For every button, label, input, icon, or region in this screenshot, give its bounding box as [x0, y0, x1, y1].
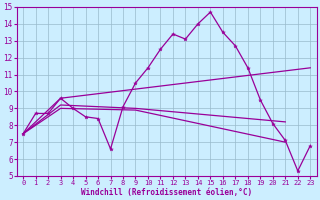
- X-axis label: Windchill (Refroidissement éolien,°C): Windchill (Refroidissement éolien,°C): [81, 188, 252, 197]
